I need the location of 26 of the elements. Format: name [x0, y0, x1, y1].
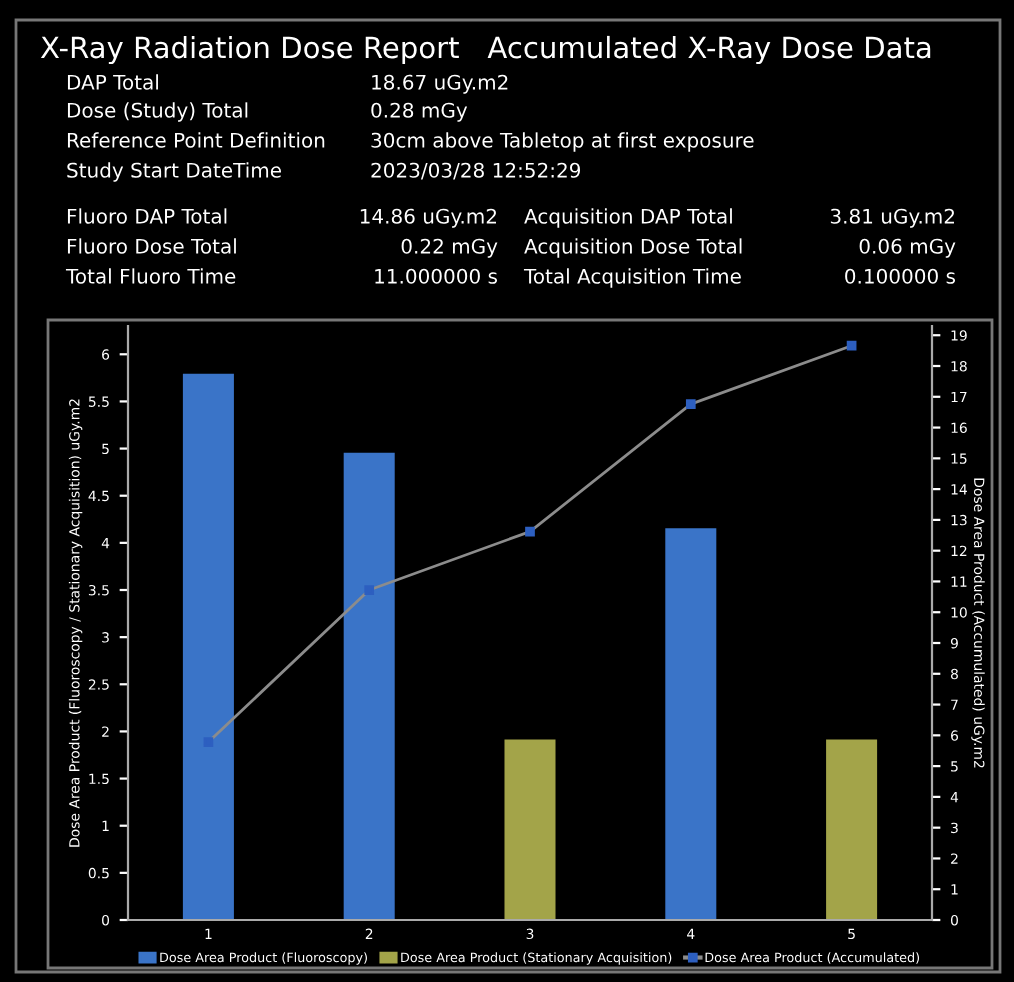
text: Fluoro Dose Total [67, 238, 236, 254]
text: 30cm above Tabletop at first exposure [371, 132, 754, 152]
bar [182, 373, 234, 920]
text: Fluoro DAP Total [67, 208, 227, 224]
text: 18.67 uGy.m2 [372, 74, 508, 94]
text: Acquisition Dose Total [524, 238, 742, 258]
text: Total Acquisition Time [523, 268, 741, 288]
bar [665, 528, 717, 920]
text: 3.81 uGy.m2 [830, 208, 954, 228]
text: 11.000000 s [375, 268, 498, 284]
text: 14.86 uGy.m2 [360, 208, 496, 228]
bar [826, 739, 878, 920]
text: 0.22 mGy [401, 238, 498, 258]
text: 2023/03/28 12:52:29 [371, 162, 581, 180]
text: Acquisition DAP Total [524, 208, 732, 228]
text: Study Start DateTime [67, 162, 281, 182]
text: X-Ray Radiation Dose Report Accumulated X-Ray Dose Data [40, 35, 931, 65]
text: 0.06 mGy [859, 238, 956, 258]
text: 0.100000 s [845, 268, 956, 284]
text: Dose (Study) Total [67, 102, 248, 122]
text: 0.28 mGy [371, 102, 468, 122]
text: DAP Total [67, 74, 158, 90]
text: Total Fluoro Time [65, 268, 236, 284]
text: Reference Point Definition [67, 132, 325, 148]
bar [504, 739, 556, 920]
bar [343, 452, 395, 920]
